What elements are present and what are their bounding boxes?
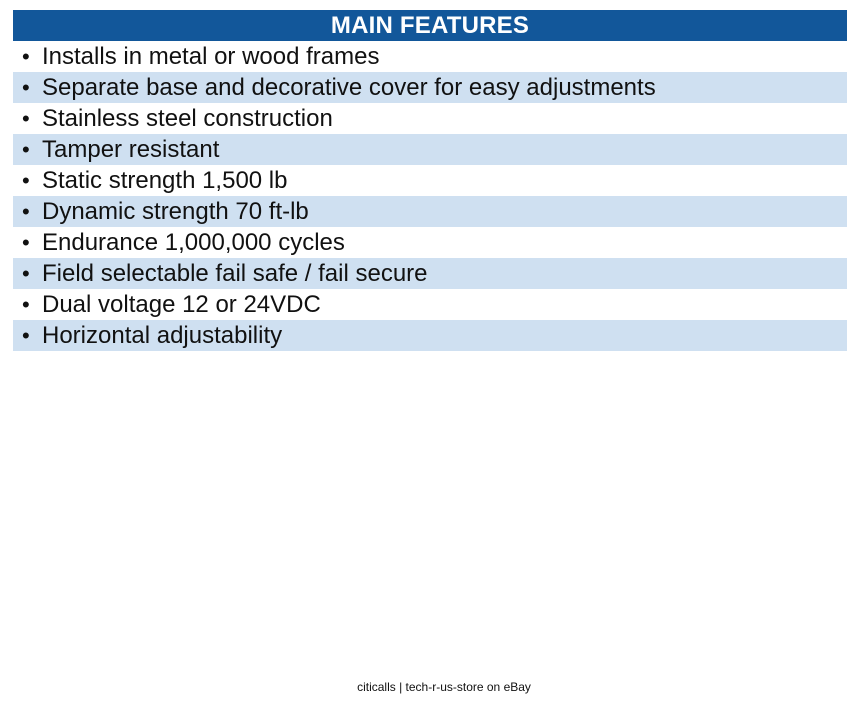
feature-item: • Field selectable fail safe / fail secu…	[13, 258, 847, 289]
bullet-icon: •	[22, 44, 30, 69]
bullet-icon: •	[22, 106, 30, 131]
bullet-icon: •	[22, 168, 30, 193]
feature-item: • Dual voltage 12 or 24VDC	[13, 289, 847, 320]
features-header: MAIN FEATURES	[13, 10, 847, 41]
bullet-icon: •	[22, 261, 30, 286]
feature-item: • Static strength 1,500 lb	[13, 165, 847, 196]
feature-text: Separate base and decorative cover for e…	[42, 74, 656, 101]
feature-item: • Dynamic strength 70 ft-lb	[13, 196, 847, 227]
feature-text: Stainless steel construction	[42, 105, 333, 132]
feature-text: Tamper resistant	[42, 136, 220, 163]
feature-item: • Tamper resistant	[13, 134, 847, 165]
feature-text: Horizontal adjustability	[42, 322, 283, 349]
feature-text: Field selectable fail safe / fail secure	[42, 260, 428, 287]
features-list: • Installs in metal or wood frames • Sep…	[13, 41, 847, 351]
bullet-icon: •	[22, 292, 30, 317]
feature-item: • Endurance 1,000,000 cycles	[13, 227, 847, 258]
bullet-icon: •	[22, 75, 30, 100]
bullet-icon: •	[22, 137, 30, 162]
main-features-table: MAIN FEATURES • Installs in metal or woo…	[13, 10, 847, 351]
footer-credit: citicalls | tech-r-us-store on eBay	[357, 680, 531, 694]
feature-item: • Installs in metal or wood frames	[13, 41, 847, 72]
feature-text: Static strength 1,500 lb	[42, 167, 288, 194]
feature-item: • Horizontal adjustability	[13, 320, 847, 351]
bullet-icon: •	[22, 199, 30, 224]
feature-item: • Separate base and decorative cover for…	[13, 72, 847, 103]
bullet-icon: •	[22, 230, 30, 255]
feature-text: Endurance 1,000,000 cycles	[42, 229, 345, 256]
bullet-icon: •	[22, 323, 30, 348]
feature-text: Dynamic strength 70 ft-lb	[42, 198, 309, 225]
feature-item: • Stainless steel construction	[13, 103, 847, 134]
feature-text: Dual voltage 12 or 24VDC	[42, 291, 321, 318]
feature-text: Installs in metal or wood frames	[42, 43, 380, 70]
